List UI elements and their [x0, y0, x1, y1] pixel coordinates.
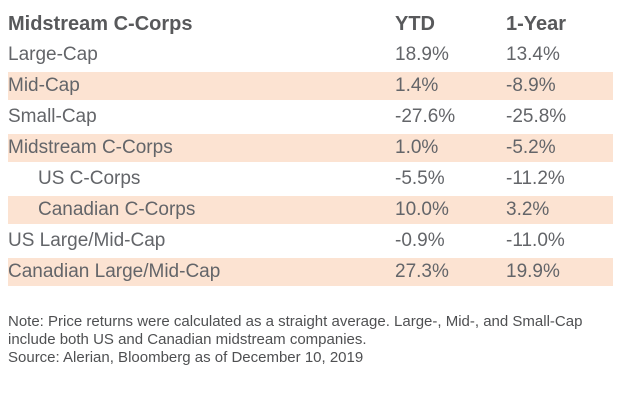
one-year-value: -8.9% — [506, 72, 613, 103]
one-year-value: 19.9% — [506, 258, 613, 289]
ytd-value: -27.6% — [395, 103, 506, 134]
table-row: Canadian Large/Mid-Cap 27.3% 19.9% — [8, 258, 613, 289]
ytd-value: 1.4% — [395, 72, 506, 103]
ytd-value: 10.0% — [395, 196, 506, 227]
row-label: Canadian C-Corps — [8, 196, 395, 227]
row-label: Midstream C-Corps — [8, 134, 395, 165]
table-row: US C-Corps -5.5% -11.2% — [8, 165, 613, 196]
ytd-value: 27.3% — [395, 258, 506, 289]
column-header-ytd: YTD — [395, 10, 506, 41]
table-row: Midstream C-Corps 1.0% -5.2% — [8, 134, 613, 165]
row-label: US Large/Mid-Cap — [8, 227, 395, 258]
row-label: Mid-Cap — [8, 72, 395, 103]
one-year-value: -25.8% — [506, 103, 613, 134]
ytd-value: -0.9% — [395, 227, 506, 258]
source-text: Source: Alerian, Bloomberg as of Decembe… — [8, 349, 364, 366]
ytd-value: 1.0% — [395, 134, 506, 165]
note-text: Note: Price returns were calculated as a… — [8, 313, 583, 348]
row-label: Canadian Large/Mid-Cap — [8, 258, 395, 289]
returns-table-figure: Midstream C-Corps YTD 1-Year Large-Cap 18… — [8, 10, 613, 367]
ytd-value: 18.9% — [395, 41, 506, 72]
ytd-value: -5.5% — [395, 165, 506, 196]
row-label: US C-Corps — [8, 165, 395, 196]
returns-table: Midstream C-Corps YTD 1-Year Large-Cap 18… — [8, 10, 613, 289]
one-year-value: -11.2% — [506, 165, 613, 196]
one-year-value: 3.2% — [506, 196, 613, 227]
table-row: US Large/Mid-Cap -0.9% -11.0% — [8, 227, 613, 258]
column-header-1-year: 1-Year — [506, 10, 613, 41]
table-row: Small-Cap -27.6% -25.8% — [8, 103, 613, 134]
one-year-value: -11.0% — [506, 227, 613, 258]
one-year-value: 13.4% — [506, 41, 613, 72]
table-row: Mid-Cap 1.4% -8.9% — [8, 72, 613, 103]
table-header-row: Midstream C-Corps YTD 1-Year — [8, 10, 613, 41]
table-title: Midstream C-Corps — [8, 10, 395, 41]
table-row: Canadian C-Corps 10.0% 3.2% — [8, 196, 613, 227]
table-row: Large-Cap 18.9% 13.4% — [8, 41, 613, 72]
row-label: Large-Cap — [8, 41, 395, 72]
footnotes: Note: Price returns were calculated as a… — [8, 313, 608, 367]
one-year-value: -5.2% — [506, 134, 613, 165]
row-label: Small-Cap — [8, 103, 395, 134]
